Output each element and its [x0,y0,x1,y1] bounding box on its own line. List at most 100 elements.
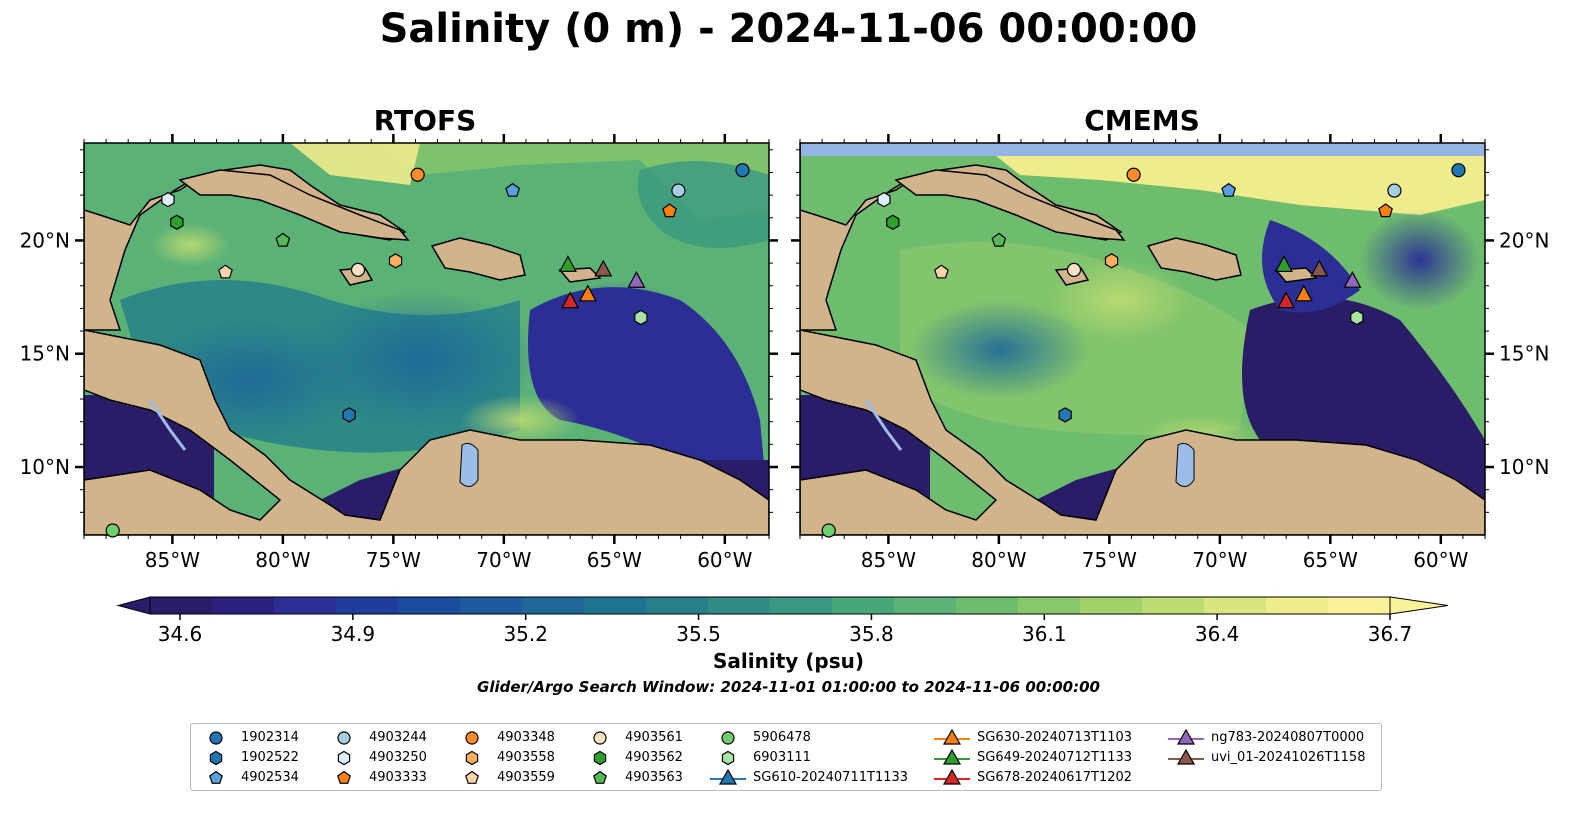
y-tick-label: 15°N [20,342,70,366]
legend-marker [209,731,223,745]
float-marker-1902522 [342,407,356,423]
legend-marker [1168,748,1204,765]
y-tick-label: 10°N [20,455,70,479]
legend-item: 4903348 [453,728,555,748]
legend-column: 4903561 4903562 4903563 [581,728,683,788]
legend-label: 4903250 [369,750,427,765]
glider-marker-SG649-20240712T1133 [558,255,577,272]
colorbar-segment [894,597,957,614]
colorbar-segment [1018,597,1081,614]
legend-label: 4903561 [625,730,683,745]
float-marker-4903558 [1104,253,1119,269]
cmems-map [800,143,1485,535]
legend-item: 4903333 [325,768,427,788]
y-tick-label: 20°N [1499,228,1549,252]
legend-label: ng783-20240807T0000 [1211,730,1365,745]
float-marker-4903561 [350,262,366,277]
colorbar-segment [832,597,895,614]
float-marker-4903563 [275,232,291,247]
legend-label: 1902314 [241,730,299,745]
colorbar-extend-high [1389,596,1449,615]
x-tick-label: 70°W [1192,548,1247,572]
legend-marker [721,731,735,745]
legend-marker [593,731,607,745]
legend-marker [337,731,351,745]
float-marker-4903333 [662,203,677,218]
float-marker-4903250 [161,191,175,208]
glider-marker-SG678-20240617T1202 [561,291,580,309]
legend-marker [721,750,735,766]
legend-item: 4903561 [581,728,683,748]
glider-marker-SG649-20240712T1133 [1274,255,1293,272]
legend-label: 4903333 [369,770,427,785]
colorbar-segment [212,597,275,614]
x-tick-label: 75°W [1082,548,1137,572]
float-marker-5906478 [821,523,836,538]
colorbar-segment [398,597,461,614]
colorbar-tick-label: 36.7 [1368,622,1413,646]
float-marker-4903561 [1066,262,1082,277]
float-marker-4903559 [934,264,949,279]
legend-marker [465,770,479,784]
glider-marker-SG630-20240713T1103 [1294,284,1313,302]
x-tick-label: 65°W [1303,548,1358,572]
float-marker-4903348 [1126,167,1141,182]
colorbar-label: Salinity (psu) [712,649,864,673]
figure-title: Salinity (0 m) - 2024-11-06 00:00:00 [379,6,1198,52]
legend-marker [337,770,351,784]
colorbar-segment [770,597,833,614]
colorbar-tick-label: 35.5 [676,622,721,646]
legend-item: 4902534 [197,768,299,788]
legend-marker [209,770,223,784]
float-marker-5906478 [105,523,120,538]
legend-label: SG678-20240617T1202 [977,770,1133,785]
glider-marker-SG630-20240713T1103 [578,284,597,302]
colorbar-tick-label: 34.6 [158,622,203,646]
colorbar-extend-low [116,596,151,615]
x-tick-label: 80°W [255,548,310,572]
legend-marker [337,750,351,766]
x-tick-label: 70°W [476,548,531,572]
colorbar-segment [956,597,1019,614]
legend-marker [465,750,479,766]
legend-column: 5906478 6903111 SG610-20240711T1133 [709,728,908,788]
legend-item: ng783-20240807T0000 [1167,728,1365,748]
y-tick-label: 15°N [1499,342,1549,366]
rtofs-map [84,143,769,535]
x-tick-label: 75°W [366,548,421,572]
glider-marker-ng783-20240807T0000 [627,270,646,288]
legend-label: 4903348 [497,730,555,745]
legend-item: 6903111 [709,748,908,768]
x-tick-label: 80°W [971,548,1026,572]
colorbar-segment [584,597,647,614]
legend-item: SG630-20240713T1103 [933,728,1132,748]
float-marker-1902522 [1058,407,1072,423]
colorbar: 34.6 34.9 35.2 35.5 35.8 36.1 36.4 36.7 [116,596,1449,646]
float-marker-4903333 [1378,203,1393,218]
float-marker-4903562 [886,214,900,230]
y-tick-label: 10°N [1499,455,1549,479]
float-marker-4903559 [218,264,233,279]
x-tick-label: 65°W [587,548,642,572]
colorbar-segment [1328,597,1391,614]
float-marker-1902314 [1451,163,1466,178]
markers-layer [105,163,1466,538]
legend-label: 4902534 [241,770,299,785]
search-window-text: Glider/Argo Search Window: 2024-11-01 01… [477,678,1100,696]
legend-item: SG678-20240617T1202 [933,768,1132,788]
legend-item: 1902522 [197,748,299,768]
legend-item: SG649-20240712T1133 [933,748,1132,768]
colorbar-segment [274,597,337,614]
legend-label: uvi_01-20241026T1158 [1211,750,1366,765]
cmems-frame [799,142,1486,536]
legend-label: 6903111 [753,750,811,765]
glider-marker-ng783-20240807T0000 [1343,270,1362,288]
legend-label: SG610-20240711T1133 [753,770,909,785]
float-marker-4903348 [410,167,425,182]
x-tick-label: 85°W [861,548,916,572]
float-marker-4903244 [1387,183,1402,198]
legend-item: uvi_01-20241026T1158 [1167,748,1365,768]
legend-column: SG630-20240713T1103 SG649-20240712T1133 SG… [933,728,1132,788]
legend-item: 4903563 [581,768,683,788]
x-tick-label: 85°W [145,548,200,572]
